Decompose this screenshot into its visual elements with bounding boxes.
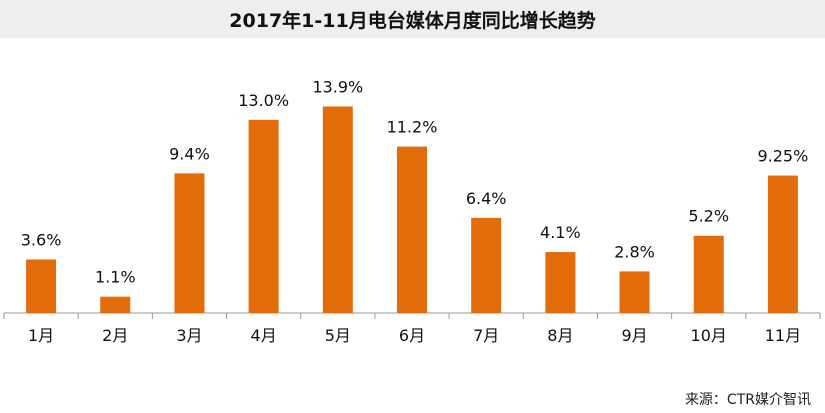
- data-label: 1.1%: [95, 268, 136, 287]
- data-label: 9.4%: [169, 144, 210, 163]
- title-bar: 2017年1-11月电台媒体月度同比增长趋势: [0, 0, 825, 38]
- x-tick-label: 6月: [399, 326, 425, 345]
- bar: [100, 296, 131, 313]
- data-label: 6.4%: [466, 189, 507, 208]
- x-tick-label: 11月: [765, 326, 801, 345]
- data-label: 2.8%: [614, 242, 655, 261]
- x-tick-label: 2月: [102, 326, 128, 345]
- bar: [248, 119, 279, 313]
- x-tick-label: 9月: [621, 326, 647, 345]
- data-label: 11.2%: [387, 118, 438, 137]
- data-label: 9.25%: [757, 147, 808, 166]
- bar-chart: 3.6% 1月 1.1% 2月 9.4% 3月 13.0% 4月 13.9% 5月 11.2% 6月 6…: [3, 77, 821, 345]
- x-tick-label: 1月: [28, 326, 54, 345]
- chart-title: 2017年1-11月电台媒体月度同比增长趋势: [229, 9, 596, 32]
- data-label: 3.6%: [21, 231, 62, 250]
- data-label: 5.2%: [688, 207, 729, 226]
- x-tick-label: 10月: [691, 326, 727, 345]
- x-tick-label: 8月: [547, 326, 573, 345]
- data-label: 13.0%: [238, 91, 289, 110]
- bar: [322, 106, 353, 313]
- bar: [619, 271, 650, 313]
- bar: [471, 217, 502, 313]
- data-label: 4.1%: [540, 223, 581, 242]
- source-note: 来源：CTR媒介智讯: [684, 392, 811, 408]
- x-tick-label: 3月: [176, 326, 202, 345]
- data-label: 13.9%: [312, 77, 363, 96]
- bar: [545, 252, 576, 313]
- x-tick-label: 4月: [251, 326, 277, 345]
- x-tick-label: 7月: [473, 326, 499, 345]
- bar: [397, 146, 427, 313]
- bar: [693, 235, 724, 313]
- bar: [26, 259, 57, 313]
- x-tick-label: 5月: [325, 326, 351, 345]
- bar: [767, 175, 798, 313]
- bar: [174, 173, 205, 313]
